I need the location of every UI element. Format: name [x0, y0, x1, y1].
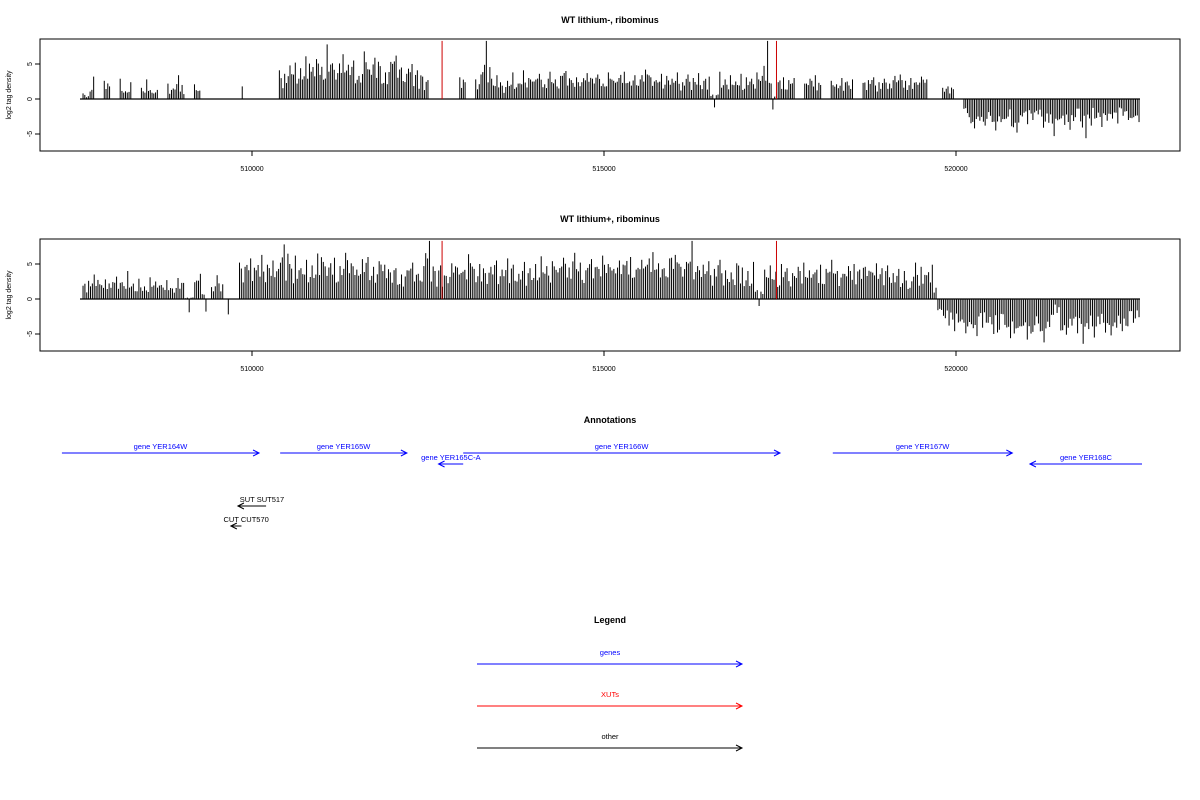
plot-frame — [39, 38, 1181, 152]
x-axis: 510000 515000 520000 — [240, 351, 968, 373]
feature-label: gene YER164W — [134, 442, 189, 451]
feature-label: SUT SUT517 — [240, 495, 284, 504]
x-tick-label: 510000 — [240, 166, 263, 173]
annotations-track: Annotations gene YER164W gene YER165Wgene… — [61, 415, 1142, 530]
legend-arrowhead — [735, 660, 744, 668]
annotations-title: Annotations — [584, 415, 637, 425]
x-tick-label: 510000 — [240, 366, 263, 373]
track-panel-lithium-minus: WT lithium-, ribominus log2 tag density … — [6, 15, 1181, 173]
legend-label: other — [601, 732, 619, 741]
feature: gene YER167W — [832, 442, 1014, 457]
y-tick-label: 0 — [27, 297, 34, 301]
feature: SUT SUT517 — [236, 495, 284, 510]
feature-label: gene YER167W — [896, 442, 951, 451]
feature: gene YER165C-A — [421, 453, 481, 468]
x-tick-label: 515000 — [592, 366, 615, 373]
legend-label: XUTs — [601, 690, 619, 699]
marker-lines — [441, 240, 777, 299]
marker-lines — [441, 40, 777, 99]
plot-frame — [39, 238, 1181, 352]
legend: Legend genes XUTs other — [477, 615, 744, 752]
legend-arrowhead — [735, 744, 744, 752]
y-axis: 5 0 -5 — [27, 262, 40, 337]
y-tick-label: 5 — [27, 62, 34, 66]
strand-arrowhead — [400, 449, 408, 457]
x-tick-label: 520000 — [944, 366, 967, 373]
feature: gene YER166W — [463, 442, 782, 457]
x-axis: 510000 515000 520000 — [240, 151, 968, 173]
strand-arrowhead — [773, 449, 782, 457]
panel-title: WT lithium+, ribominus — [560, 214, 660, 224]
strand-arrowhead — [437, 460, 445, 468]
feature: gene YER164W — [61, 442, 261, 457]
y-axis: 5 0 -5 — [27, 62, 40, 137]
strand-arrowhead — [1006, 449, 1014, 457]
panel-title: WT lithium-, ribominus — [561, 15, 659, 25]
feature-label: CUT CUT570 — [224, 515, 269, 524]
y-tick-label: 0 — [27, 97, 34, 101]
legend-item: XUTs — [477, 690, 744, 710]
y-tick-label: -5 — [27, 131, 34, 137]
feature: gene YER165W — [280, 442, 408, 457]
legend-items: genes XUTs other — [477, 648, 744, 752]
feature-label: gene YER166W — [595, 442, 650, 451]
feature: gene YER168C — [1028, 453, 1142, 468]
feature-label: gene YER168C — [1060, 453, 1113, 462]
legend-item: genes — [477, 648, 744, 668]
x-tick-label: 515000 — [592, 166, 615, 173]
strand-arrowhead — [236, 502, 245, 510]
y-axis-label: log2 tag density — [6, 270, 13, 320]
feature-label: gene YER165W — [317, 442, 372, 451]
legend-label: genes — [600, 648, 621, 657]
strand-arrowhead — [229, 522, 238, 530]
feature-list: gene YER164W gene YER165W gene YER165C-A ge… — [61, 442, 1142, 530]
y-tick-label: -5 — [27, 331, 34, 337]
x-tick-label: 520000 — [944, 166, 967, 173]
strand-arrowhead — [252, 449, 261, 457]
track-panel-lithium-plus: WT lithium+, ribominus log2 tag density … — [6, 214, 1181, 373]
legend-arrowhead — [735, 702, 744, 710]
feature: CUT CUT570 — [224, 515, 269, 530]
bar-series — [80, 40, 1140, 139]
legend-title: Legend — [594, 615, 626, 625]
legend-item: other — [477, 732, 744, 752]
y-tick-label: 5 — [27, 262, 34, 266]
strand-arrowhead — [1028, 460, 1037, 468]
y-axis-label: log2 tag density — [6, 70, 13, 120]
bar-series — [80, 240, 1140, 344]
feature-label: gene YER165C-A — [421, 453, 480, 462]
